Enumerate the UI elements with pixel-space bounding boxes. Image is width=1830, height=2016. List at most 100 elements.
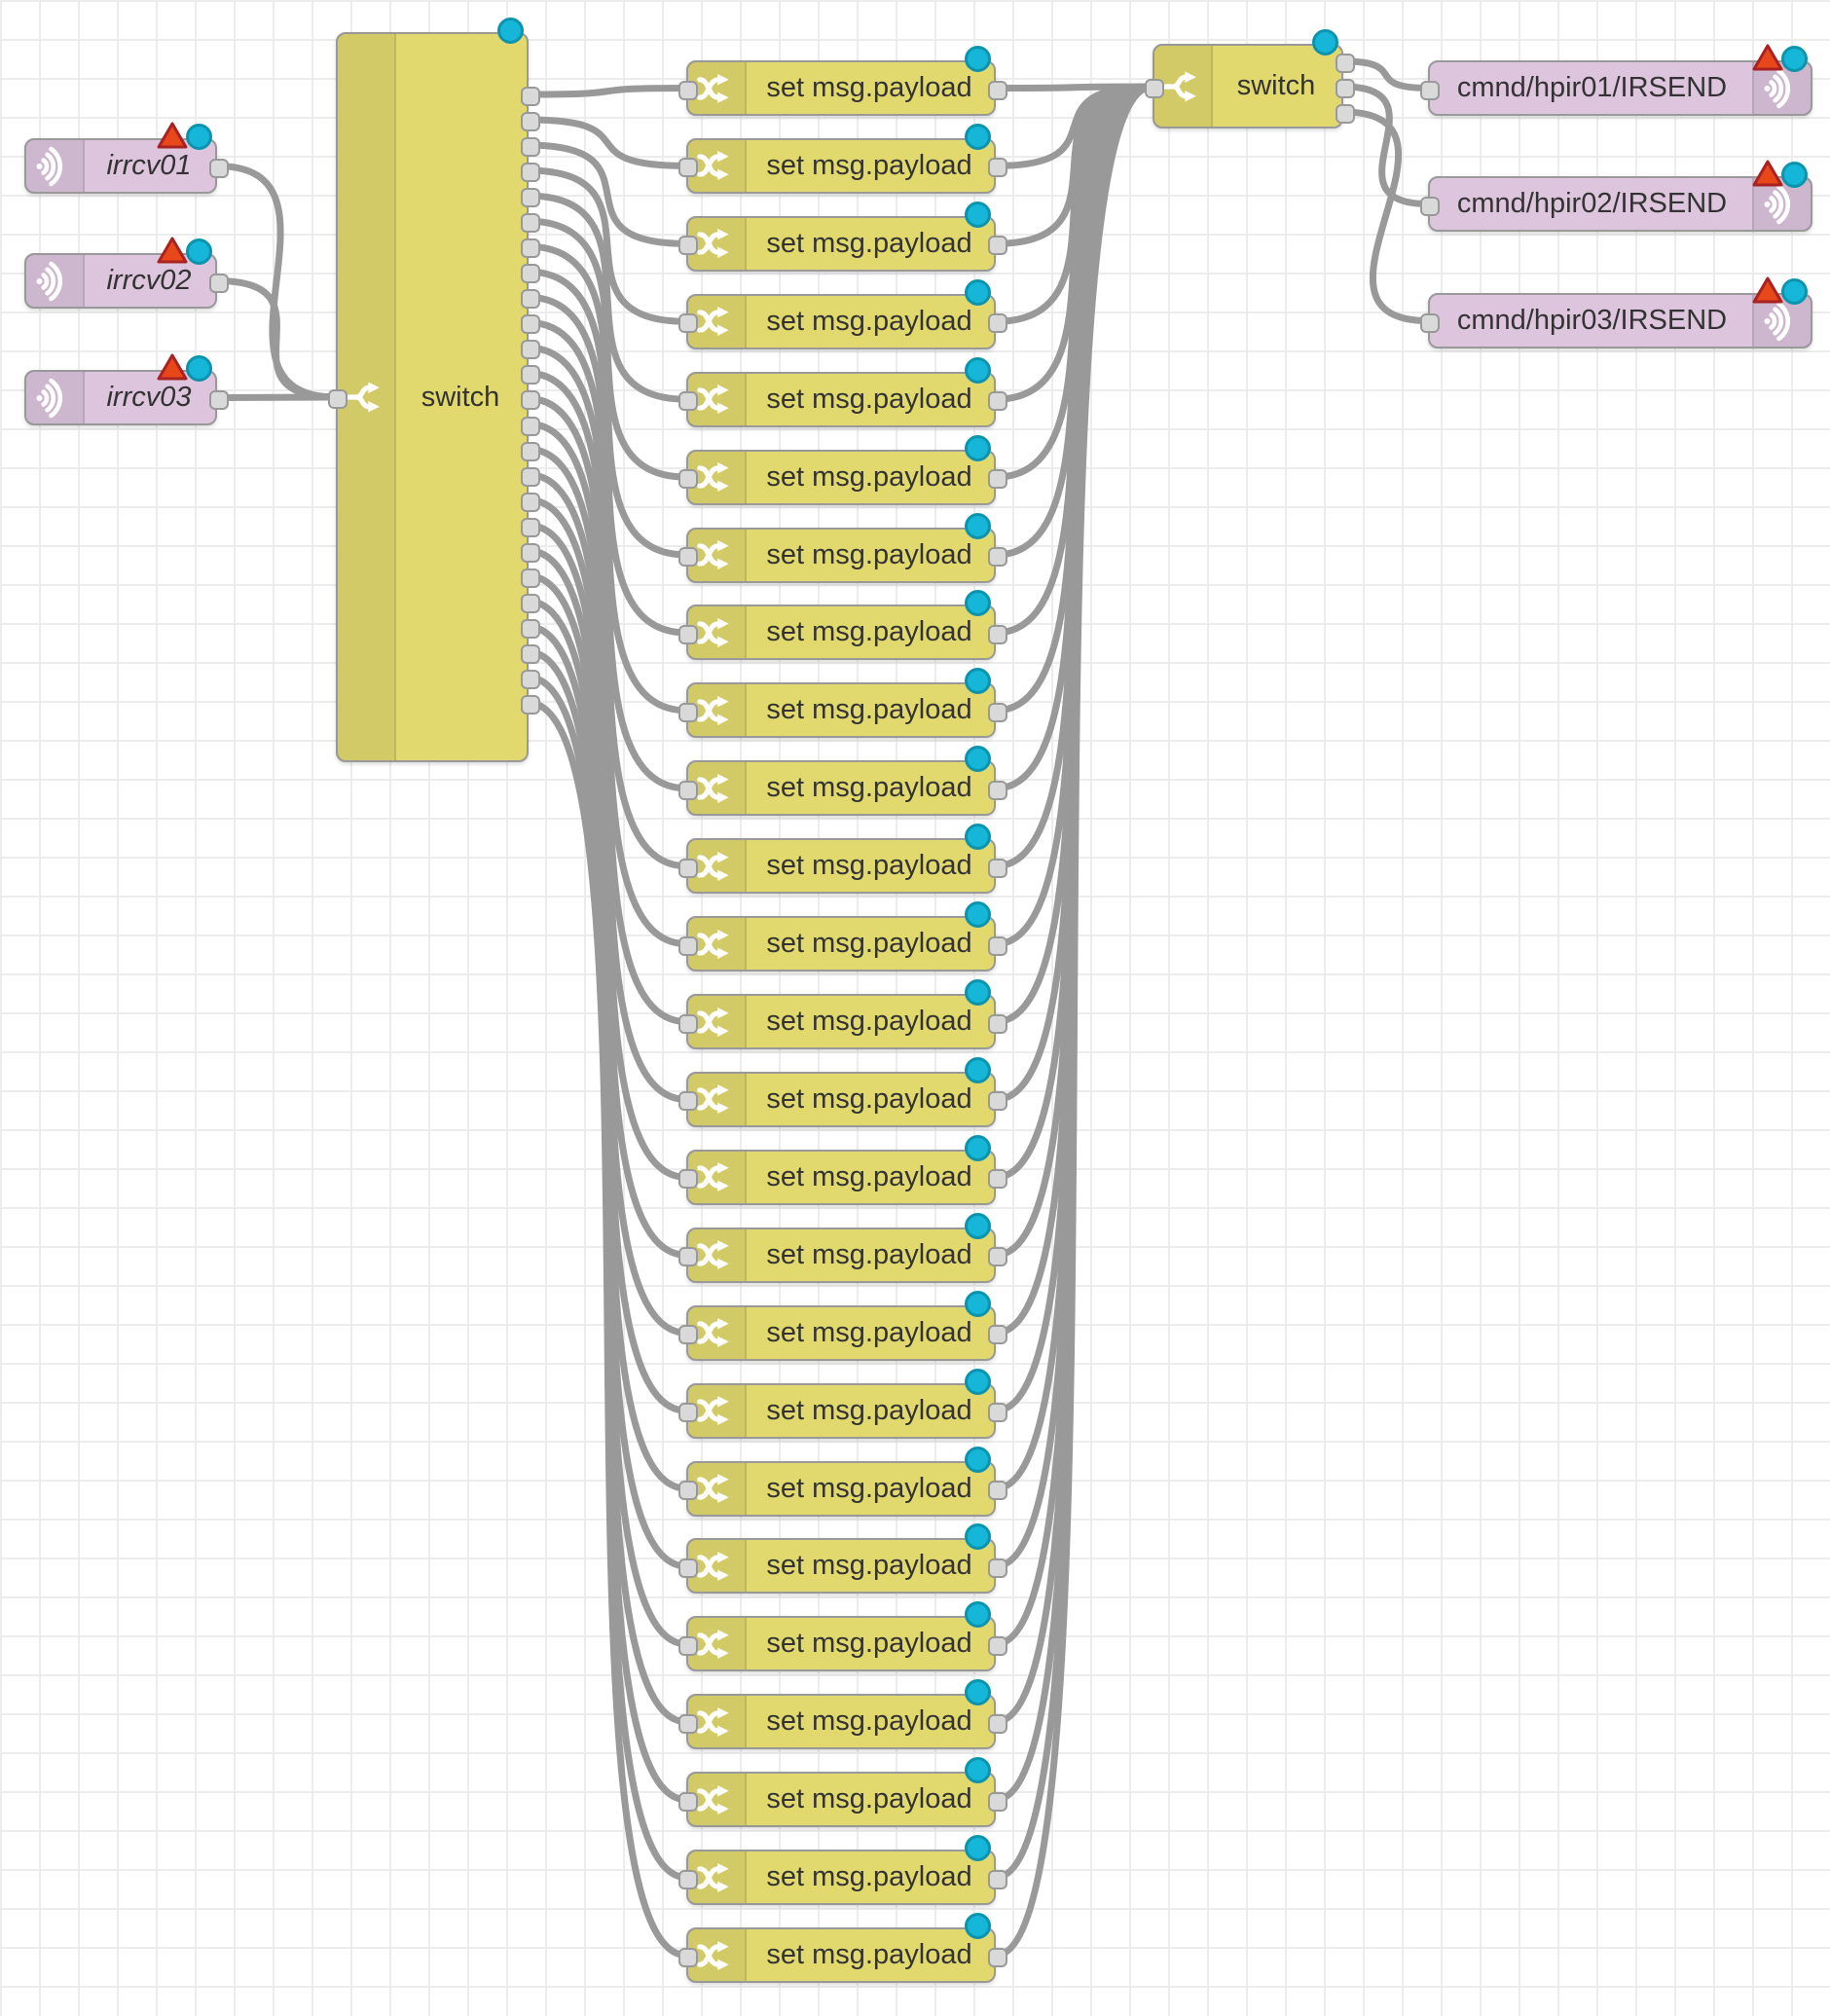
output-port[interactable] <box>988 702 1007 722</box>
change-node-10[interactable]: set msg.payload <box>678 746 1007 817</box>
output-port[interactable] <box>988 1558 1007 1578</box>
input-port[interactable] <box>678 313 698 334</box>
change-node-6[interactable]: set msg.payload <box>678 434 1007 505</box>
input-port[interactable] <box>678 780 698 800</box>
change-node-17[interactable]: set msg.payload <box>678 1290 1007 1361</box>
input-port[interactable] <box>678 1791 698 1812</box>
output-port[interactable] <box>988 547 1007 568</box>
output-port[interactable] <box>988 780 1007 800</box>
wire[interactable] <box>525 85 690 98</box>
input-port[interactable] <box>678 1869 698 1889</box>
input-port[interactable] <box>678 80 698 100</box>
mqtt-out-node-1[interactable]: cmnd/hpir01/IRSEND <box>1420 44 1812 116</box>
output-port[interactable] <box>209 389 229 410</box>
input-port[interactable] <box>678 1635 698 1656</box>
input-port[interactable] <box>678 469 698 490</box>
output-port[interactable] <box>521 264 540 284</box>
output-port[interactable] <box>521 669 540 689</box>
change-node-2[interactable]: set msg.payload <box>678 123 1007 194</box>
input-port[interactable] <box>678 702 698 722</box>
input-port[interactable] <box>678 236 698 256</box>
wire[interactable] <box>1339 57 1432 92</box>
output-port[interactable] <box>988 1635 1007 1656</box>
switch-node-out[interactable]: switch <box>1145 29 1355 128</box>
output-port[interactable] <box>521 466 540 487</box>
output-port[interactable] <box>988 1325 1007 1345</box>
change-node-3[interactable]: set msg.payload <box>678 201 1007 272</box>
output-port[interactable] <box>521 238 540 259</box>
output-port[interactable] <box>521 213 540 234</box>
output-port[interactable] <box>521 441 540 461</box>
change-node-19[interactable]: set msg.payload <box>678 1446 1007 1517</box>
wire[interactable] <box>525 699 690 1960</box>
output-port[interactable] <box>1336 54 1355 73</box>
output-port[interactable] <box>521 517 540 537</box>
input-port[interactable] <box>678 547 698 568</box>
mqtt-out-node-2[interactable]: cmnd/hpir02/IRSEND <box>1420 160 1812 232</box>
output-port[interactable] <box>988 313 1007 334</box>
output-port[interactable] <box>988 1713 1007 1734</box>
change-node-16[interactable]: set msg.payload <box>678 1212 1007 1283</box>
input-port[interactable] <box>678 858 698 878</box>
output-port[interactable] <box>988 236 1007 256</box>
mqtt-in-node-irrcv03[interactable]: irrcv03 <box>24 353 229 425</box>
output-port[interactable] <box>521 112 540 132</box>
wire[interactable] <box>213 393 340 401</box>
change-node-1[interactable]: set msg.payload <box>678 46 1007 116</box>
wire[interactable] <box>1339 83 1432 207</box>
output-port[interactable] <box>521 618 540 639</box>
change-node-25[interactable]: set msg.payload <box>678 1913 1007 1984</box>
mqtt-in-node-irrcv01[interactable]: irrcv01 <box>24 122 229 194</box>
output-port[interactable] <box>988 80 1007 100</box>
output-port[interactable] <box>988 1481 1007 1501</box>
output-port[interactable] <box>521 694 540 715</box>
output-port[interactable] <box>988 1403 1007 1423</box>
output-port[interactable] <box>521 87 540 106</box>
input-port[interactable] <box>678 1558 698 1578</box>
output-port[interactable] <box>521 593 540 613</box>
output-port[interactable] <box>521 416 540 436</box>
output-port[interactable] <box>209 273 229 293</box>
output-port[interactable] <box>521 188 540 208</box>
input-port[interactable] <box>678 1013 698 1034</box>
change-node-14[interactable]: set msg.payload <box>678 1056 1007 1127</box>
input-port[interactable] <box>678 1247 698 1267</box>
input-port[interactable] <box>678 391 698 412</box>
input-port[interactable] <box>1420 196 1440 216</box>
output-port[interactable] <box>521 492 540 512</box>
input-port[interactable] <box>678 1947 698 1967</box>
switch-node-main[interactable]: switch <box>328 18 540 762</box>
output-port[interactable] <box>988 1947 1007 1967</box>
change-node-15[interactable]: set msg.payload <box>678 1134 1007 1205</box>
output-port[interactable] <box>521 163 540 183</box>
input-port[interactable] <box>678 1091 698 1112</box>
wire[interactable] <box>525 192 690 403</box>
output-port[interactable] <box>988 469 1007 490</box>
wire[interactable] <box>525 116 690 169</box>
change-node-9[interactable]: set msg.payload <box>678 668 1007 739</box>
input-port[interactable] <box>678 1403 698 1423</box>
wire[interactable] <box>525 141 690 247</box>
output-port[interactable] <box>521 137 540 158</box>
input-port[interactable] <box>328 389 348 409</box>
input-port[interactable] <box>678 1169 698 1190</box>
input-port[interactable] <box>1420 312 1440 333</box>
change-node-20[interactable]: set msg.payload <box>678 1523 1007 1594</box>
input-port[interactable] <box>1420 80 1440 100</box>
output-port[interactable] <box>988 1247 1007 1267</box>
change-node-7[interactable]: set msg.payload <box>678 512 1007 583</box>
wire[interactable] <box>1339 108 1432 324</box>
input-port[interactable] <box>678 158 698 178</box>
output-port[interactable] <box>521 568 540 588</box>
input-port[interactable] <box>678 1481 698 1501</box>
output-port[interactable] <box>521 289 540 310</box>
output-port[interactable] <box>988 158 1007 178</box>
change-node-18[interactable]: set msg.payload <box>678 1368 1007 1439</box>
output-port[interactable] <box>988 858 1007 878</box>
output-port[interactable] <box>1336 79 1355 98</box>
input-port[interactable] <box>678 1713 698 1734</box>
output-port[interactable] <box>988 1013 1007 1034</box>
wire[interactable] <box>992 83 1156 1960</box>
wire[interactable] <box>213 277 340 401</box>
